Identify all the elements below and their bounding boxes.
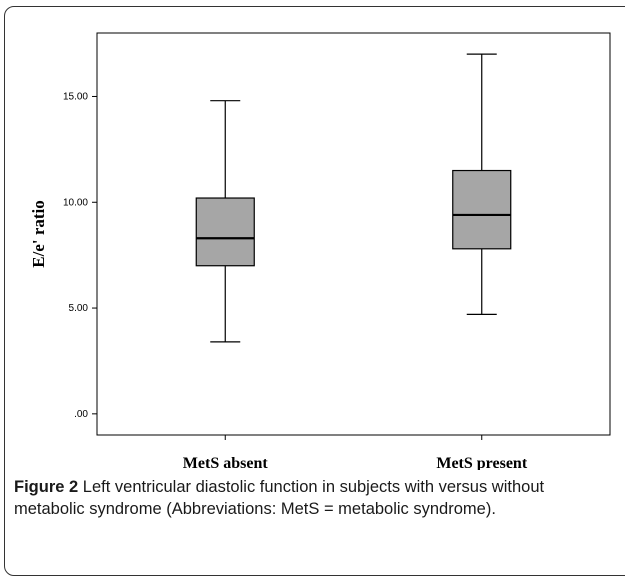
x-tick-label: MetS present (436, 455, 527, 470)
y-axis: .00 5.00 10.00 15.00 (63, 91, 97, 420)
y-tick-label: 15.00 (63, 91, 88, 102)
boxplot-chart: .00 5.00 10.00 15.00 MetS absent MetS presen… (29, 32, 611, 470)
y-axis-label: E/e' ratio (29, 200, 48, 268)
boxes (195, 53, 512, 343)
y-tick-label: 5.00 (69, 303, 89, 314)
figure-label: Figure 2 (14, 478, 79, 496)
plot-area (96, 32, 611, 436)
x-axis: MetS absent MetS present (183, 435, 528, 470)
x-tick-label: MetS absent (183, 455, 269, 470)
box-1 (195, 100, 255, 343)
figure-caption-text: Left ventricular diastolic function in s… (14, 478, 545, 518)
iqr-box (452, 169, 512, 250)
iqr-box (195, 197, 255, 267)
box-2 (452, 53, 512, 315)
figure-caption: Figure 2 Left ventricular diastolic func… (14, 476, 614, 520)
y-tick-label: .00 (74, 409, 88, 420)
y-tick-label: 10.00 (63, 197, 88, 208)
